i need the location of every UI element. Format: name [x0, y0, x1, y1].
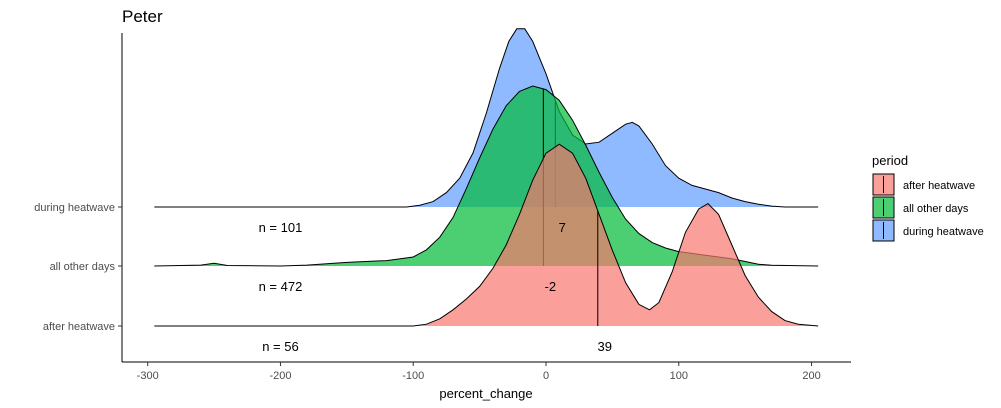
x-axis-title: percent_change	[439, 386, 532, 401]
legend-items: after heatwave all other days during heatw…	[872, 173, 984, 242]
legend-label: after heatwave	[903, 180, 975, 192]
y-axis-ticks: after heatwave all other days during heatw…	[34, 202, 122, 333]
axes: -300 -200 -100 0 100 200 after heatwave all ot…	[34, 33, 851, 382]
legend-item-all-other-days: all other days	[872, 196, 969, 219]
x-tick-label: 200	[802, 370, 820, 382]
n-label: n = 101	[259, 220, 303, 235]
legend-item-after-heatwave: after heatwave	[872, 173, 975, 196]
x-axis-ticks: -300 -200 -100 0 100 200	[137, 362, 821, 382]
annotation-labels: n = 56 39 n = 472 -2 n = 101 7	[259, 220, 612, 354]
y-tick-label: all other days	[50, 261, 116, 273]
density-area	[154, 144, 819, 326]
x-tick-label: 100	[670, 370, 688, 382]
median-label: 7	[559, 220, 566, 235]
legend-item-during-heatwave: during heatwave	[872, 219, 984, 242]
y-tick-label: during heatwave	[34, 202, 115, 214]
density-ridges	[154, 28, 819, 327]
y-tick-label: after heatwave	[43, 321, 115, 333]
x-tick-label: -200	[269, 370, 291, 382]
density-area	[154, 28, 819, 207]
legend: period after heatwave all other days durin…	[872, 153, 984, 242]
n-label: n = 56	[262, 339, 299, 354]
x-tick-label: 0	[543, 370, 549, 382]
legend-label: all other days	[903, 203, 969, 215]
n-label: n = 472	[259, 279, 303, 294]
ridge-after-heatwave	[154, 143, 819, 327]
legend-title: period	[872, 153, 908, 168]
median-label: 39	[598, 339, 612, 354]
density-outline	[154, 28, 819, 208]
median-label: -2	[545, 279, 557, 294]
legend-label: during heatwave	[903, 226, 984, 238]
density-outline	[154, 143, 819, 327]
x-tick-label: -100	[402, 370, 424, 382]
x-tick-label: -300	[137, 370, 159, 382]
density-area	[154, 86, 819, 266]
chart-title: Peter	[122, 7, 163, 26]
